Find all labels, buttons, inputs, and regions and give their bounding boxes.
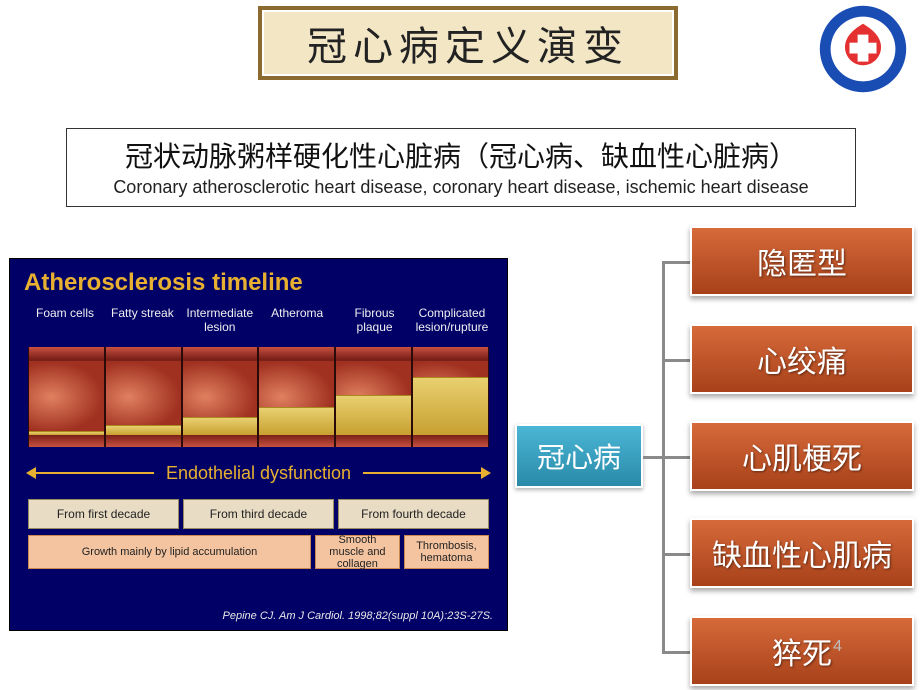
stage-label: Intermediate lesion xyxy=(183,307,257,335)
decade-cell: From fourth decade xyxy=(338,499,489,529)
page-number: 4 xyxy=(833,638,842,656)
branch-box: 隐匿型 xyxy=(690,226,914,296)
arrow-left-icon xyxy=(28,472,154,474)
mechanism-cell: Smooth muscle and collagen xyxy=(315,535,400,569)
stage-label: Atheroma xyxy=(260,307,334,335)
page-title: 冠心病定义演变 xyxy=(258,6,678,80)
atherosclerosis-timeline-figure: Atherosclerosis timeline Foam cells Fatt… xyxy=(9,258,508,631)
subtitle-english: Coronary atherosclerotic heart disease, … xyxy=(77,177,845,198)
vessel-row xyxy=(28,347,489,447)
vessel-segment xyxy=(182,347,259,447)
vessel-segment xyxy=(258,347,335,447)
connector xyxy=(662,359,690,362)
endothelial-label: Endothelial dysfunction xyxy=(154,463,363,484)
mechanism-cell: Thrombosis, hematoma xyxy=(404,535,489,569)
connector xyxy=(662,456,690,459)
endothelial-row: Endothelial dysfunction xyxy=(28,455,489,491)
stage-label: Complicated lesion/rupture xyxy=(415,307,489,335)
vessel-segment xyxy=(335,347,412,447)
stage-label: Fatty streak xyxy=(105,307,179,335)
hospital-logo-icon xyxy=(818,4,908,94)
stage-label: Foam cells xyxy=(28,307,102,335)
mechanism-cell: Growth mainly by lipid accumulation xyxy=(28,535,311,569)
branch-box: 心肌梗死 xyxy=(690,421,914,491)
vessel-segment xyxy=(412,347,489,447)
decade-cell: From third decade xyxy=(183,499,334,529)
vessel-segment xyxy=(105,347,182,447)
decade-cell: From first decade xyxy=(28,499,179,529)
branch-box: 缺血性心肌病 xyxy=(690,518,914,588)
branch-box: 心绞痛 xyxy=(690,324,914,394)
diagram-center-node: 冠心病 xyxy=(515,424,643,488)
subtitle-box: 冠状动脉粥样硬化性心脏病（冠心病、缺血性心脏病） Coronary athero… xyxy=(66,128,856,207)
connector xyxy=(662,261,690,264)
connector xyxy=(662,651,690,654)
vessel-segment xyxy=(28,347,105,447)
connector xyxy=(643,456,662,459)
decade-row: From first decade From third decade From… xyxy=(28,499,489,529)
timeline-title: Atherosclerosis timeline xyxy=(24,269,303,297)
branch-box: 猝死 xyxy=(690,616,914,686)
timeline-stage-labels: Foam cells Fatty streak Intermediate les… xyxy=(28,307,489,335)
subtitle-chinese: 冠状动脉粥样硬化性心脏病（冠心病、缺血性心脏病） xyxy=(77,135,845,175)
stage-label: Fibrous plaque xyxy=(338,307,412,335)
mechanism-row: Growth mainly by lipid accumulation Smoo… xyxy=(28,535,489,569)
connector xyxy=(662,553,690,556)
arrow-right-icon xyxy=(363,472,489,474)
timeline-citation: Pepine CJ. Am J Cardiol. 1998;82(suppl 1… xyxy=(223,610,493,622)
